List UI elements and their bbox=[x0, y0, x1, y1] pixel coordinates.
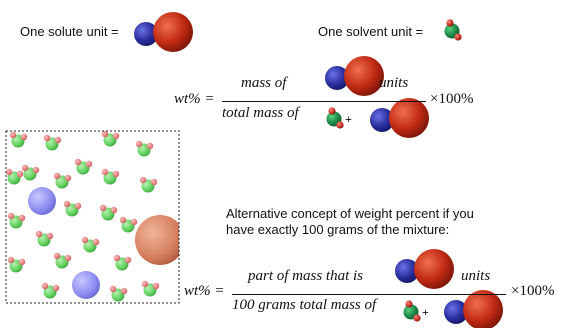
formula2-numerator-suffix: units bbox=[461, 268, 491, 284]
formula1-numerator-solute-icon bbox=[325, 56, 384, 96]
formula1-numerator-prefix: mass of bbox=[241, 75, 287, 91]
formula2-fraction-bar bbox=[232, 294, 506, 295]
solute-legend-label: One solute unit = bbox=[20, 24, 119, 39]
formula2-plus: + bbox=[422, 305, 429, 319]
formula2-numerator-prefix: part of mass that is bbox=[248, 268, 364, 284]
alt-concept-line1: Alternative concept of weight percent if… bbox=[226, 206, 474, 221]
mixture-sample bbox=[5, 130, 180, 304]
formula2-numerator-solute-icon bbox=[395, 249, 454, 289]
formula1-numerator-suffix: units bbox=[379, 75, 409, 91]
formula1-denominator-prefix: total mass of bbox=[222, 105, 299, 121]
formula1-multiplier: ×100% bbox=[430, 91, 474, 107]
formula1-fraction-bar bbox=[222, 101, 426, 102]
solvent-unit-icon bbox=[444, 19, 462, 41]
alt-concept-line2: have exactly 100 grams of the mixture: bbox=[226, 222, 450, 237]
formula2-multiplier: ×100% bbox=[511, 283, 555, 299]
formula1-denominator-solvent-icon bbox=[326, 107, 344, 129]
solute-unit-icon bbox=[134, 12, 193, 52]
solvent-legend-label: One solvent unit = bbox=[318, 24, 424, 39]
formula2-lhs: wt% = bbox=[184, 283, 225, 299]
formula1-lhs: wt% = bbox=[174, 91, 215, 107]
formula2-denominator-prefix: 100 grams total mass of bbox=[232, 297, 377, 313]
formula2-denominator-solvent-icon bbox=[403, 300, 421, 322]
formula1-denominator-solute-icon bbox=[370, 98, 429, 138]
formula1-plus: + bbox=[345, 112, 352, 126]
formula2-denominator-solute-icon bbox=[444, 290, 503, 328]
